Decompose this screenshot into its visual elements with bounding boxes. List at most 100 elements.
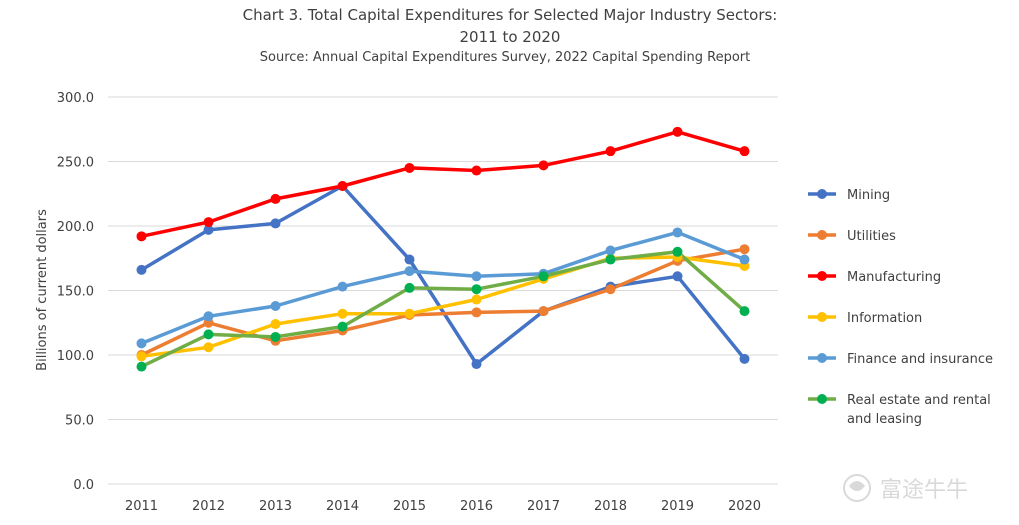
watermark-text: 富途牛牛 [880, 478, 968, 503]
data-point-utilities [605, 284, 616, 295]
x-axis-ticks: 2011 2012 2013 2014 2015 2016 2017 2018 2019 2020 [125, 499, 761, 514]
data-point-real-estate-and-rental-and-leasing [538, 271, 549, 282]
data-point-finance-and-insurance [136, 338, 147, 349]
gridlines [108, 96, 778, 485]
data-point-real-estate-and-rental-and-leasing [672, 246, 683, 257]
chart-title: Chart 3. Total Capital Expenditures for … [243, 6, 778, 24]
legend-item-manufacturing: Manufacturing [808, 270, 941, 285]
data-point-manufacturing [605, 146, 616, 157]
data-point-real-estate-and-rental-and-leasing [136, 361, 147, 372]
data-point-manufacturing [739, 146, 750, 157]
data-point-mining [672, 271, 683, 282]
data-point-real-estate-and-rental-and-leasing [739, 306, 750, 317]
y-tick-label: 100.0 [57, 349, 94, 364]
y-axis-ticks: 0.0 50.0 100.0 150.0 200.0 250.0 300.0 [57, 91, 94, 493]
series-line-utilities [139, 247, 747, 357]
x-tick-label: 2017 [527, 499, 560, 514]
data-point-manufacturing [538, 160, 549, 171]
legend-swatch-marker [817, 189, 827, 199]
legend-label: Mining [847, 188, 890, 203]
x-tick-label: 2011 [125, 499, 158, 514]
series-line-mining [139, 184, 747, 366]
data-point-real-estate-and-rental-and-leasing [471, 284, 482, 295]
watermark-logo-mark [849, 481, 865, 491]
data-point-mining [136, 264, 147, 275]
data-point-finance-and-insurance [203, 311, 214, 322]
legend-item-information: Information [808, 311, 922, 326]
y-tick-label: 0.0 [73, 478, 94, 493]
x-tick-label: 2018 [594, 499, 627, 514]
data-point-mining [404, 254, 415, 265]
legend-swatch-marker [817, 394, 827, 404]
data-point-finance-and-insurance [471, 271, 482, 282]
legend-item-finance-and-insurance: Finance and insurance [808, 352, 993, 367]
data-point-manufacturing [136, 231, 147, 242]
data-point-mining [739, 353, 750, 364]
series-lines [139, 130, 747, 369]
data-point-finance-and-insurance [605, 245, 616, 256]
watermark-logo [843, 474, 871, 502]
legend-label: Utilities [847, 229, 896, 244]
legend-swatch-marker [817, 271, 827, 281]
data-point-information [337, 308, 348, 319]
y-tick-label: 150.0 [57, 285, 94, 300]
x-tick-label: 2020 [728, 499, 761, 514]
series-line-finance-and-insurance [139, 230, 747, 346]
data-point-information [136, 351, 147, 362]
data-point-mining [203, 224, 214, 235]
legend-swatch-marker [817, 353, 827, 363]
data-point-manufacturing [203, 217, 214, 228]
legend-label: Information [847, 311, 922, 326]
legend-label: Finance and insurance [847, 352, 993, 367]
legend-item-mining: Mining [808, 188, 890, 203]
data-point-real-estate-and-rental-and-leasing [203, 329, 214, 340]
y-tick-label: 300.0 [57, 91, 94, 106]
y-axis-title: Billions of current dollars [35, 209, 50, 371]
data-point-manufacturing [404, 162, 415, 173]
chart-title-line2: 2011 to 2020 [460, 28, 561, 46]
data-point-real-estate-and-rental-and-leasing [605, 254, 616, 265]
y-tick-label: 250.0 [57, 156, 94, 171]
data-point-finance-and-insurance [739, 254, 750, 265]
data-point-utilities [739, 244, 750, 255]
legend-swatch-marker [817, 230, 827, 240]
data-point-finance-and-insurance [337, 281, 348, 292]
legend-swatch-marker [817, 312, 827, 322]
legend-item-real-estate-and-rental-and-leasing: Real estate and rental and leasing [808, 393, 991, 427]
series-line-real-estate-and-rental-and-leasing [139, 250, 747, 369]
data-point-information [270, 319, 281, 330]
data-point-utilities [538, 306, 549, 317]
data-point-real-estate-and-rental-and-leasing [337, 321, 348, 332]
x-tick-label: 2016 [460, 499, 493, 514]
watermark: 富途牛牛 [843, 474, 968, 503]
x-tick-label: 2012 [192, 499, 225, 514]
x-tick-label: 2014 [326, 499, 359, 514]
series-markers [136, 126, 750, 372]
data-point-information [203, 342, 214, 353]
data-point-manufacturing [471, 165, 482, 176]
legend: Mining Utilities Manufacturing Information F… [808, 188, 993, 427]
data-point-mining [270, 218, 281, 229]
data-point-real-estate-and-rental-and-leasing [270, 331, 281, 342]
legend-item-utilities: Utilities [808, 229, 896, 244]
legend-label: Real estate and rental and leasing [847, 393, 991, 427]
legend-label: Manufacturing [847, 270, 941, 285]
x-tick-label: 2019 [661, 499, 694, 514]
data-point-manufacturing [672, 126, 683, 137]
data-point-information [404, 308, 415, 319]
data-point-finance-and-insurance [270, 300, 281, 311]
data-point-manufacturing [337, 181, 348, 192]
data-point-utilities [471, 307, 482, 318]
series-line-manufacturing [139, 130, 747, 239]
data-point-mining [471, 359, 482, 370]
data-point-finance-and-insurance [672, 227, 683, 238]
data-point-manufacturing [270, 193, 281, 204]
x-tick-label: 2013 [259, 499, 292, 514]
data-point-information [471, 294, 482, 305]
y-tick-label: 50.0 [65, 414, 94, 429]
data-point-real-estate-and-rental-and-leasing [404, 282, 415, 293]
x-tick-label: 2015 [393, 499, 426, 514]
chart-subtitle: Source: Annual Capital Expenditures Surv… [260, 50, 751, 65]
data-point-finance-and-insurance [404, 266, 415, 277]
